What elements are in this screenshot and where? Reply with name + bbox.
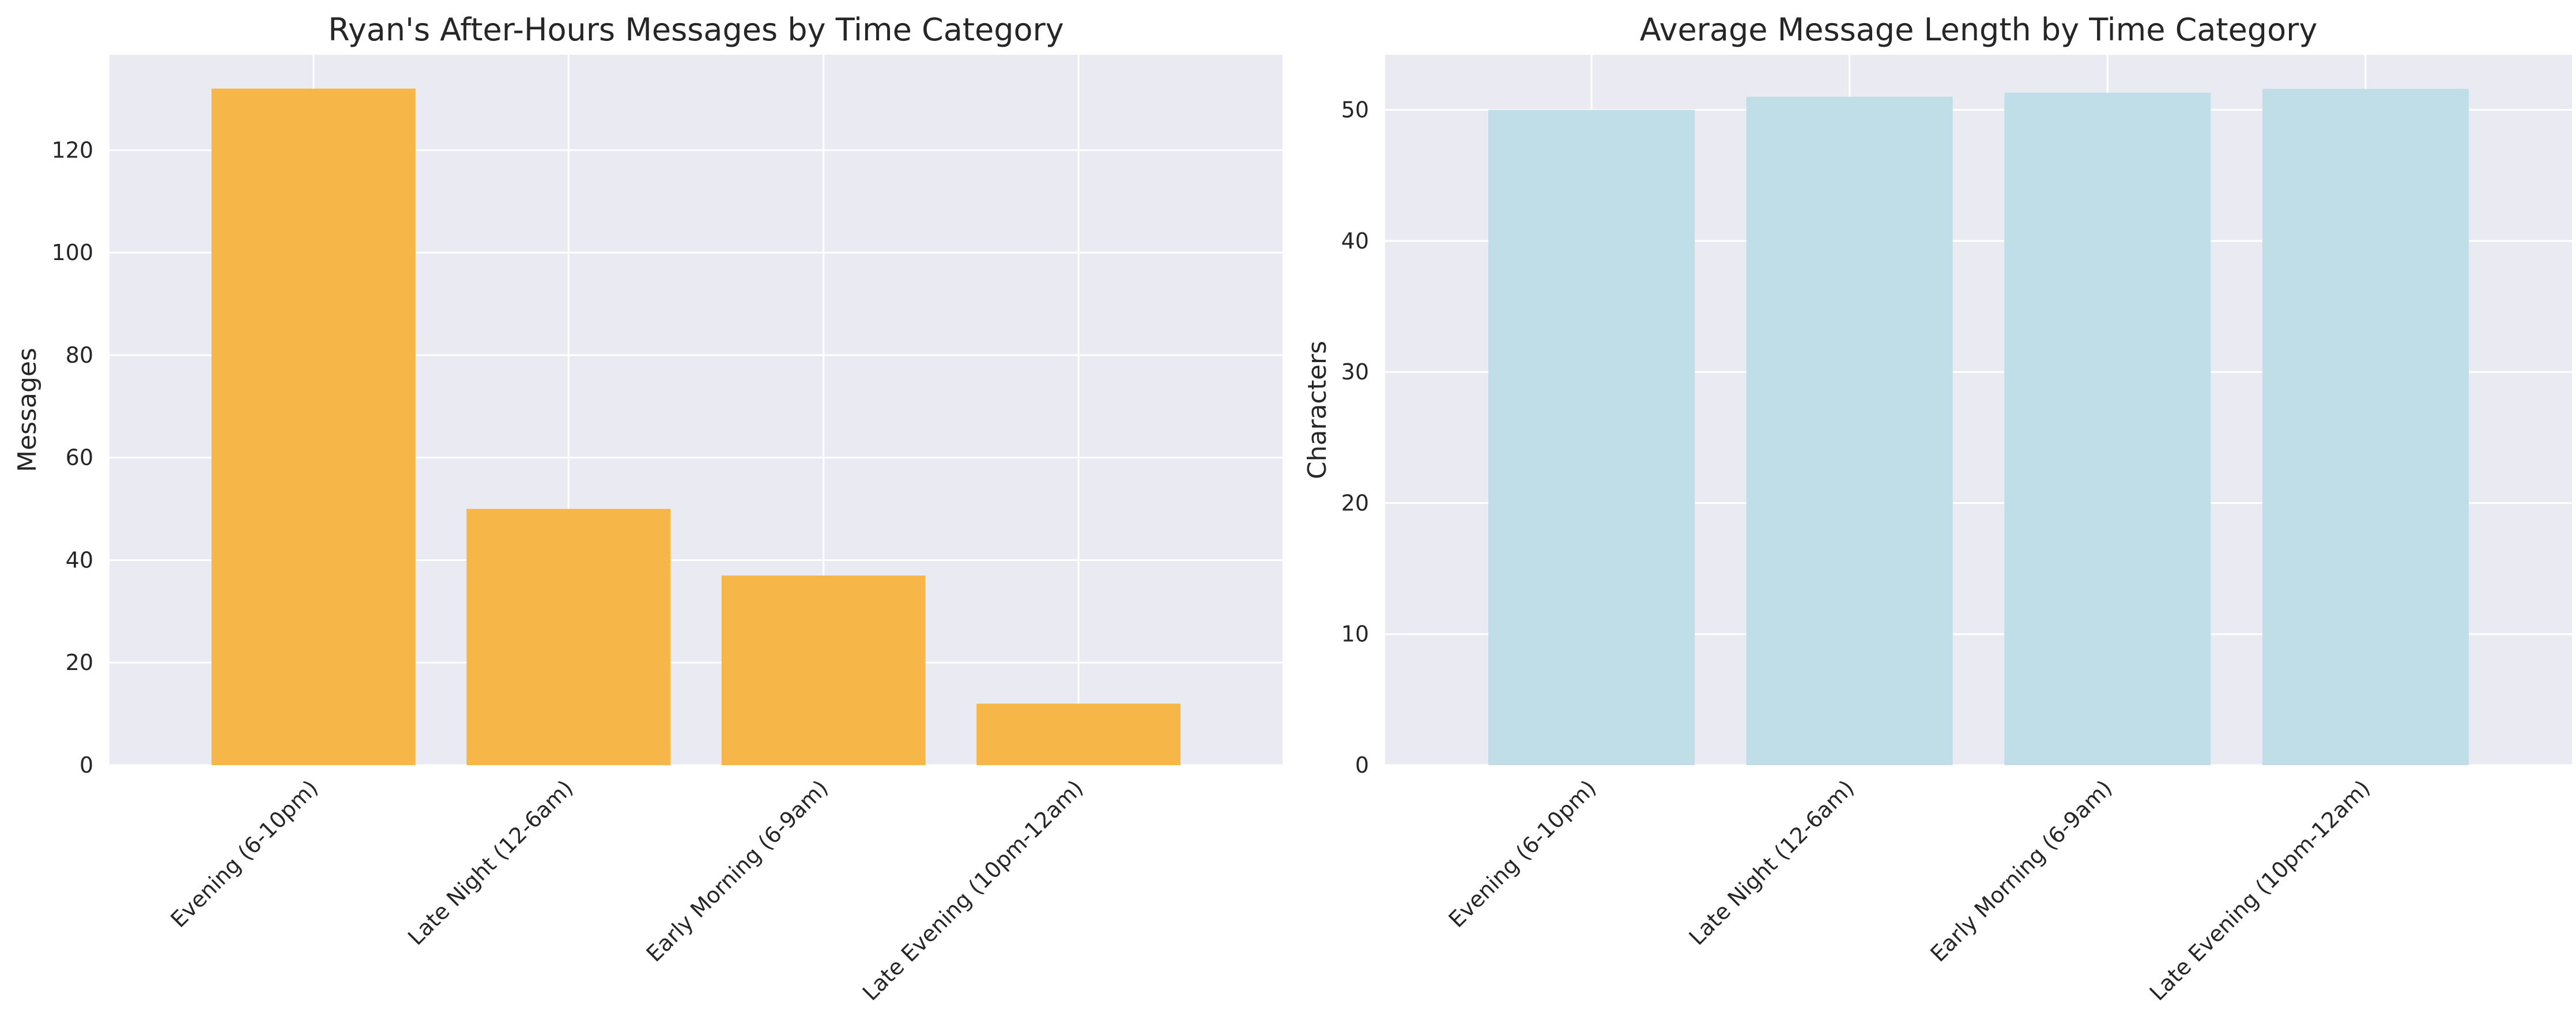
bar <box>721 575 926 765</box>
y-axis-label: Characters <box>1303 341 1332 479</box>
y-tick-label: 10 <box>1341 622 1369 647</box>
y-tick-labels: 0 20 40 60 80 100 120 <box>51 137 93 778</box>
y-tick-label: 120 <box>51 137 93 163</box>
bar <box>466 509 671 765</box>
y-tick-label: 40 <box>1341 228 1369 254</box>
bar <box>1488 110 1695 765</box>
bar <box>2262 89 2469 766</box>
y-tick-labels: 0 10 20 30 40 50 <box>1341 97 1369 778</box>
bar <box>211 88 416 766</box>
y-tick-label: 60 <box>66 445 93 471</box>
y-tick-label: 40 <box>66 547 93 573</box>
y-tick-label: 100 <box>51 240 93 265</box>
bar <box>976 703 1181 765</box>
y-axis-label: Messages <box>13 348 42 472</box>
chart-title: Average Message Length by Time Category <box>1640 12 2318 48</box>
y-tick-label: 0 <box>80 752 93 778</box>
y-tick-label: 20 <box>66 650 93 675</box>
bar <box>2004 92 2211 765</box>
y-tick-label: 30 <box>1341 359 1369 385</box>
bars <box>1488 89 2469 766</box>
y-tick-label: 0 <box>1355 752 1369 778</box>
bar <box>1746 96 1953 765</box>
y-tick-label: 80 <box>66 342 93 368</box>
y-tick-label: 20 <box>1341 490 1369 515</box>
y-tick-label: 50 <box>1341 97 1369 122</box>
bars <box>211 88 1181 766</box>
chart-title: Ryan's After-Hours Messages by Time Cate… <box>328 12 1063 48</box>
